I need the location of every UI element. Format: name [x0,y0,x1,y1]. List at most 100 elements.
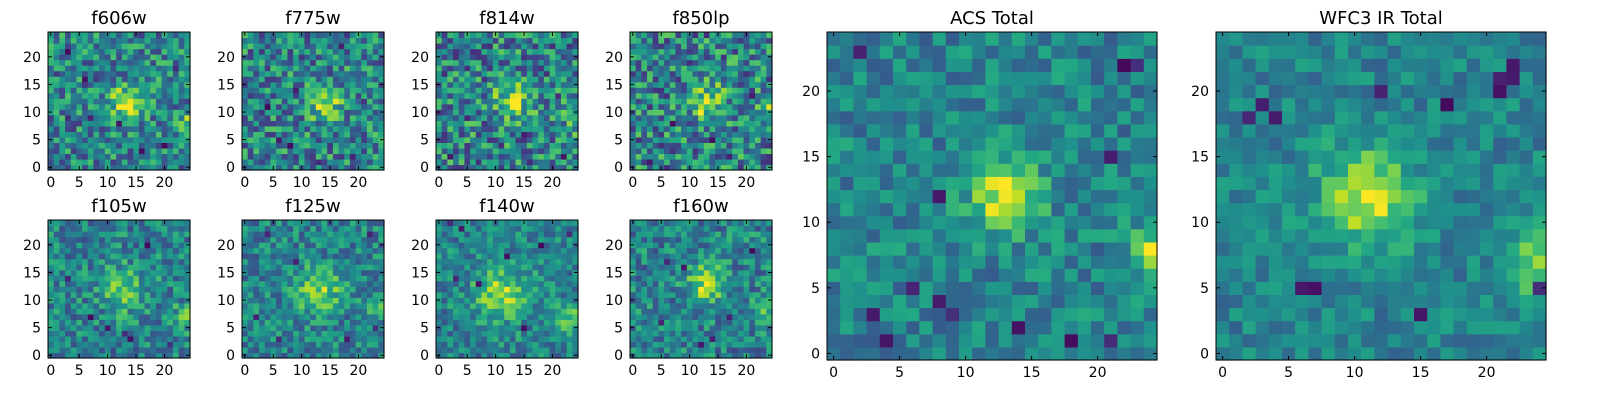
heatmap-cell [281,280,289,287]
heatmap-cell [766,120,773,127]
heatmap-cell [82,81,89,88]
heatmap-cell [549,258,556,265]
heatmap-cell [184,253,191,260]
heatmap-cell [264,142,271,149]
heatmap-cell [749,131,756,138]
heatmap-cell [276,32,283,39]
heatmap-cell [470,242,477,249]
heatmap-cell [749,308,756,315]
heatmap-cell [93,125,100,132]
heatmap-cell [144,92,151,99]
heatmap-cell [127,330,134,337]
heatmap-cell [127,280,134,287]
heatmap-cell [681,114,688,121]
heatmap-cell [178,37,185,44]
heatmap-cell [498,142,505,149]
heatmap-cell [453,231,460,238]
heatmap-cell [104,335,112,343]
heatmap-cell [161,120,168,127]
heatmap-cell [321,319,328,326]
heatmap-cell [664,313,671,320]
heatmap-cell [65,136,72,143]
heatmap-cell [509,37,517,44]
heatmap-cell [458,269,465,276]
heatmap-cell [453,136,460,143]
heatmap-cell [470,59,477,66]
heatmap-cell [321,220,328,227]
heatmap-cell [65,308,72,315]
heatmap-cell [178,341,185,348]
heatmap-cell [447,87,454,94]
heatmap-cell [150,120,157,127]
heatmap-cell [99,109,106,116]
heatmap-cell [532,302,539,309]
heatmap-cell [338,330,345,337]
heatmap-cell [566,275,573,282]
heatmap-cell [53,37,60,44]
heatmap-cell [315,142,323,149]
heatmap-cell [686,147,694,155]
heatmap-cell [498,302,505,309]
heatmap-cell [378,37,385,44]
heatmap-cell [116,37,123,44]
heatmap-cell [53,103,60,110]
heatmap-cell [327,92,334,99]
heatmap-cell [253,131,260,138]
heatmap-cell [470,120,477,127]
heatmap-cell [59,258,66,265]
heatmap-cell [647,147,654,155]
heatmap-cell [116,341,123,348]
heatmap-cell [526,103,534,110]
heatmap-cell [276,54,283,61]
heatmap-cell [70,324,77,331]
heatmap-cell [498,158,505,166]
heatmap-cell [698,158,705,166]
heatmap-cell [76,280,83,287]
heatmap-cell [675,114,682,121]
heatmap-cell [532,87,539,94]
heatmap-cell [441,302,448,309]
heatmap-cell [293,297,300,304]
heatmap-cell [138,330,146,337]
heatmap-cell [104,65,112,72]
heatmap-cell [116,308,123,315]
heatmap-cell [447,103,454,110]
heatmap-cell [538,142,545,149]
heatmap-cell [59,70,66,77]
heatmap-cell [715,70,722,77]
heatmap-cell [692,131,699,138]
heatmap-cell [487,81,494,88]
heatmap-cell [253,87,260,94]
heatmap-cell [669,48,677,55]
heatmap-cell [259,335,266,343]
heatmap-cell [366,280,374,287]
heatmap-cell [298,313,306,320]
heatmap-cell [264,291,271,298]
heatmap-cell [53,147,60,155]
heatmap-cell [658,319,665,326]
heatmap-cell [641,98,648,105]
heatmap-cell [504,258,511,265]
heatmap-cell [338,313,345,320]
heatmap-cell [732,297,739,304]
heatmap-cell [487,76,494,83]
heatmap-cell [355,253,362,260]
heatmap-cell [133,147,140,155]
heatmap-cell [48,43,55,50]
heatmap-cell [76,269,83,276]
y-tick-label: 0 [420,160,429,176]
heatmap-cell [59,253,66,260]
heatmap-cell [59,43,66,50]
heatmap-cell [298,81,306,88]
heatmap-cell [641,81,648,88]
heatmap-cell [150,65,157,72]
heatmap-cell [133,313,140,320]
heatmap-cell [276,87,283,94]
heatmap-cell [737,164,745,171]
heatmap-cell [675,335,682,343]
heatmap-cell [138,76,146,83]
heatmap-cell [281,247,289,254]
heatmap-cell [464,54,471,61]
heatmap-cell [737,330,745,337]
heatmap-cell [675,302,682,309]
